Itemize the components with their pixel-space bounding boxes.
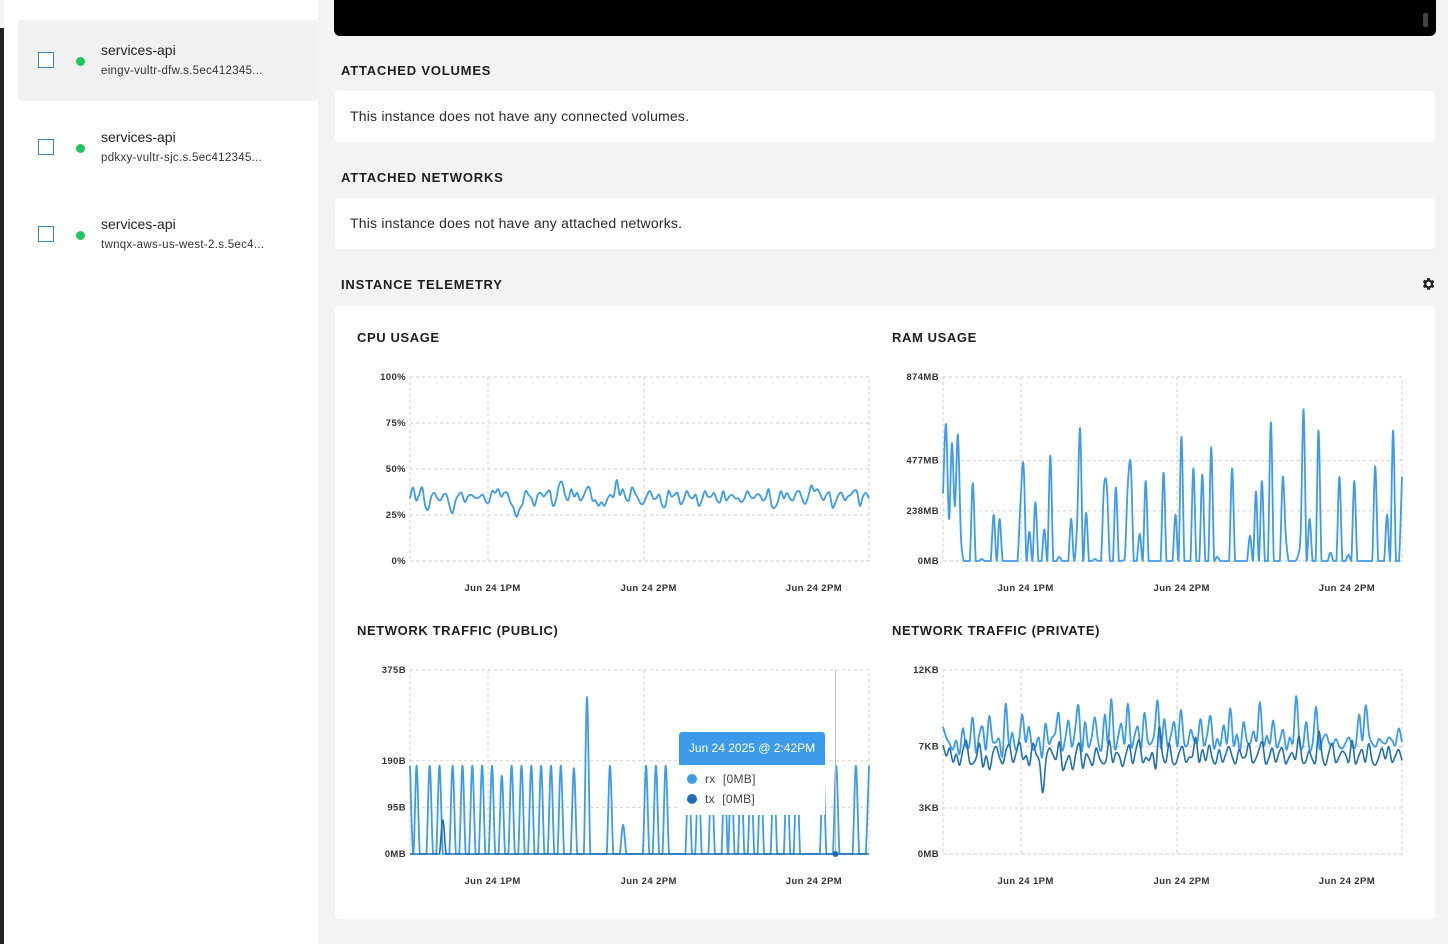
y-tick-label: 75% — [386, 418, 406, 429]
window-edge — [0, 28, 4, 944]
y-tick-label: 7KB — [919, 742, 939, 753]
networks-card: This instance does not have any attached… — [335, 198, 1435, 249]
instance-checkbox[interactable] — [38, 226, 54, 242]
volumes-title: ATTACHED VOLUMES — [341, 63, 492, 78]
instance-name: services-api — [101, 129, 176, 145]
tooltip-row-rx: rx [0MB] — [687, 772, 756, 786]
rx-legend-dot — [687, 774, 697, 784]
public-traffic-chart[interactable]: 375B 190B 95B 0MB Jun 24 1PM Jun 24 2PM Jun 24… — [357, 658, 877, 898]
console-scrollbar[interactable] — [1423, 13, 1428, 27]
instance-list: services-api eingv-vultr-dfw.s.5ec412345… — [18, 20, 318, 281]
x-tick-label: Jun 24 2PM — [786, 876, 842, 887]
private-traffic-chart-title: NETWORK TRAFFIC (PRIVATE) — [892, 623, 1101, 638]
tooltip-rx-label: rx — [705, 772, 716, 786]
tooltip-header: Jun 24 2025 @ 2:42PM — [679, 732, 825, 765]
x-tick-label: Jun 24 1PM — [464, 876, 520, 887]
status-dot — [76, 231, 85, 240]
series-line-main — [942, 408, 1403, 562]
x-tick-label: Jun 24 1PM — [997, 583, 1053, 594]
y-tick-label: 238MB — [906, 506, 939, 517]
volumes-card: This instance does not have any connecte… — [335, 91, 1435, 142]
private-traffic-chart[interactable]: 12KB 7KB 3KB 0MB Jun 24 1PM Jun 24 2PM Jun 24 … — [890, 658, 1410, 898]
instance-item[interactable]: services-api pdkxy-vultr-sjc.s.5ec412345… — [18, 107, 318, 188]
series-line-tx — [410, 818, 869, 855]
y-tick-label: 25% — [386, 510, 406, 521]
series-line-main — [409, 479, 870, 518]
instance-host: eingv-vultr-dfw.s.5ec412345... — [101, 65, 263, 77]
y-tick-label: 874MB — [906, 372, 939, 383]
tooltip-tx-value: [0MB] — [722, 792, 756, 806]
telemetry-card — [335, 306, 1435, 919]
x-tick-label: Jun 24 2PM — [621, 876, 677, 887]
plot-frame — [942, 376, 1403, 562]
instance-name: services-api — [101, 216, 176, 232]
x-tick-label: Jun 24 2PM — [1319, 583, 1375, 594]
instance-item[interactable]: services-api twnqx-aws-us-west-2.s.5ec4.… — [18, 194, 318, 275]
instance-checkbox[interactable] — [38, 139, 54, 155]
cpu-usage-chart[interactable]: 100% 75% 50% 25% 0% Jun 24 1PM Jun 24 2PM Jun 2… — [357, 365, 877, 605]
x-tick-label: Jun 24 1PM — [464, 583, 520, 594]
y-tick-label: 95B — [387, 802, 406, 813]
x-tick-label: Jun 24 2PM — [1319, 876, 1375, 887]
hover-point — [832, 851, 839, 857]
series-line-rx — [942, 695, 1403, 759]
x-tick-label: Jun 24 2PM — [621, 583, 677, 594]
public-traffic-chart-title: NETWORK TRAFFIC (PUBLIC) — [357, 623, 559, 638]
tooltip-rx-value: [0MB] — [722, 772, 756, 786]
tooltip-tx-label: tx — [705, 792, 715, 806]
status-dot — [76, 144, 85, 153]
instance-name: services-api — [101, 42, 176, 58]
y-tick-label: 0MB — [918, 849, 939, 860]
y-tick-label: 375B — [382, 665, 406, 676]
x-tick-label: Jun 24 2PM — [1154, 583, 1210, 594]
console-panel[interactable] — [334, 0, 1436, 36]
instance-host: pdkxy-vultr-sjc.s.5ec412345... — [101, 152, 263, 164]
y-tick-label: 50% — [386, 464, 406, 475]
x-tick-label: Jun 24 2PM — [1154, 876, 1210, 887]
y-tick-label: 12KB — [913, 665, 939, 676]
instance-item[interactable]: services-api eingv-vultr-dfw.s.5ec412345… — [18, 20, 318, 101]
y-tick-label: 0MB — [385, 849, 406, 860]
cpu-chart-title: CPU USAGE — [357, 330, 440, 345]
chart-tooltip: Jun 24 2025 @ 2:42PM rx [0MB] tx [0MB] — [679, 732, 825, 822]
instance-host: twnqx-aws-us-west-2.s.5ec4... — [101, 239, 265, 251]
gear-icon[interactable] — [1420, 276, 1436, 292]
x-tick-label: Jun 24 2PM — [786, 583, 842, 594]
y-tick-label: 190B — [382, 756, 406, 767]
y-tick-label: 477MB — [906, 456, 939, 467]
instance-checkbox[interactable] — [38, 52, 54, 68]
y-tick-label: 0% — [391, 556, 406, 567]
instance-sidebar — [4, 0, 318, 944]
y-tick-label: 3KB — [919, 803, 939, 814]
ram-usage-chart[interactable]: 874MB 477MB 238MB 0MB Jun 24 1PM Jun 24 2PM Ju… — [890, 365, 1410, 605]
ram-chart-title: RAM USAGE — [892, 330, 977, 345]
series-line-tx — [942, 725, 1403, 794]
y-tick-label: 100% — [380, 372, 406, 383]
y-tick-label: 0MB — [918, 556, 939, 567]
networks-message: This instance does not have any attached… — [350, 215, 683, 231]
networks-title: ATTACHED NETWORKS — [341, 170, 504, 185]
tx-legend-dot — [687, 794, 697, 804]
x-tick-label: Jun 24 1PM — [997, 876, 1053, 887]
tooltip-row-tx: tx [0MB] — [687, 792, 755, 806]
status-dot — [76, 57, 85, 66]
telemetry-title: INSTANCE TELEMETRY — [341, 277, 503, 292]
tooltip-body: rx [0MB] tx [0MB] — [679, 765, 825, 815]
volumes-message: This instance does not have any connecte… — [350, 108, 690, 124]
